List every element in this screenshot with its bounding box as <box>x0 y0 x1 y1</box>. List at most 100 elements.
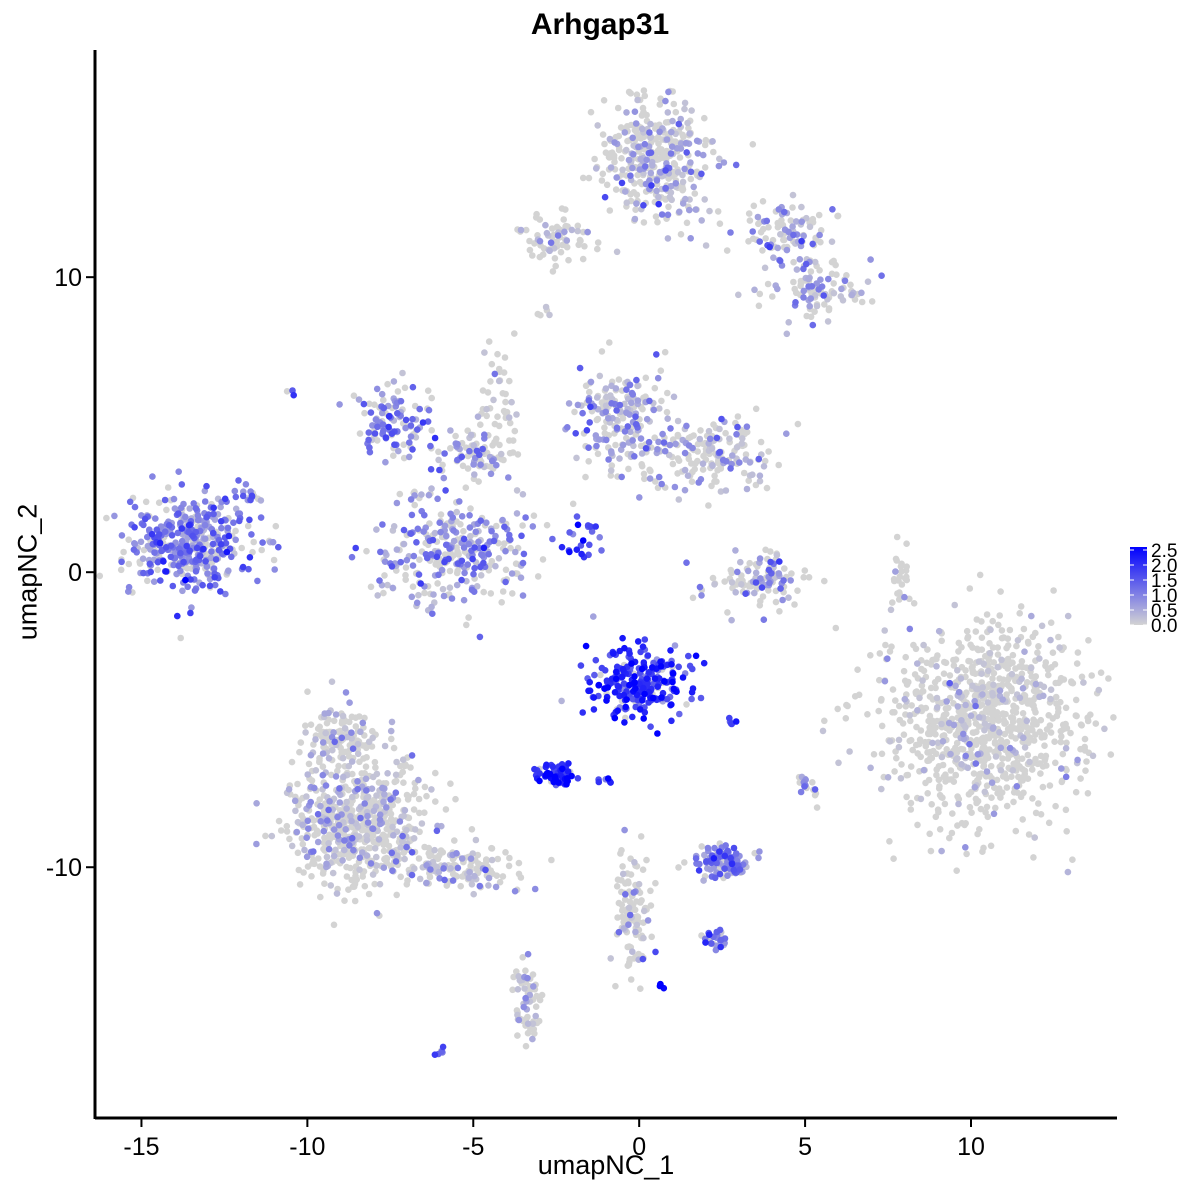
cell-point <box>612 982 619 990</box>
cell-point <box>496 441 503 449</box>
cell-point <box>636 178 644 186</box>
cell-point <box>421 809 428 816</box>
cell-point <box>637 648 644 656</box>
cell-point <box>1009 767 1017 774</box>
cell-point <box>854 666 861 673</box>
cell-point <box>991 699 999 706</box>
cell-point <box>631 215 639 223</box>
cell-point <box>248 492 256 500</box>
cell-point <box>441 876 448 884</box>
cell-point <box>442 487 449 494</box>
cell-point <box>938 847 945 855</box>
cell-point <box>726 435 733 443</box>
cell-point <box>182 576 189 584</box>
cell-point <box>654 446 661 453</box>
cell-point <box>821 301 828 308</box>
cell-point <box>341 897 348 904</box>
cell-point <box>415 855 423 862</box>
cell-point <box>1022 695 1029 703</box>
cell-point <box>356 430 364 437</box>
cell-point <box>709 138 716 145</box>
cell-point <box>983 782 991 789</box>
cell-point <box>1092 720 1100 727</box>
cell-point <box>268 832 276 840</box>
cell-point <box>702 939 709 946</box>
cell-point <box>611 689 619 696</box>
cell-point <box>886 738 894 745</box>
cell-point <box>893 533 901 541</box>
cell-point <box>162 544 170 551</box>
cell-point <box>239 563 247 571</box>
cell-point <box>755 302 763 310</box>
cell-point <box>776 608 783 615</box>
cell-point <box>487 378 494 385</box>
cell-point <box>661 447 669 455</box>
cell-point <box>317 818 325 825</box>
cell-point <box>336 785 343 792</box>
cell-point <box>167 553 175 561</box>
cell-point <box>141 515 149 523</box>
cell-point <box>397 844 404 851</box>
cell-point <box>788 570 795 577</box>
cell-point <box>1069 856 1076 863</box>
cell-point <box>366 400 373 408</box>
cell-point <box>732 547 739 554</box>
cell-point <box>520 550 528 558</box>
cell-point <box>978 634 986 641</box>
cell-point <box>357 814 364 822</box>
cell-point <box>607 164 615 171</box>
cell-point <box>780 236 788 244</box>
cell-point <box>485 882 492 889</box>
cell-point <box>655 193 662 201</box>
cell-point <box>669 117 676 125</box>
cell-point <box>662 184 669 192</box>
cell-point <box>606 339 613 346</box>
cell-point <box>639 955 647 963</box>
cell-point <box>976 571 984 579</box>
cell-point <box>800 574 807 581</box>
cell-point <box>250 538 257 546</box>
cell-point <box>884 774 892 781</box>
cell-point <box>695 479 702 486</box>
cell-point <box>211 581 219 589</box>
cell-point <box>591 155 598 163</box>
cell-point <box>677 140 685 147</box>
cell-point <box>991 738 999 746</box>
cell-point <box>294 849 302 857</box>
cell-point <box>754 213 762 221</box>
cell-point <box>680 133 687 141</box>
cell-point <box>806 223 814 231</box>
cell-point <box>483 412 491 420</box>
cell-point <box>413 539 420 546</box>
cell-point <box>374 592 382 599</box>
cell-point <box>901 593 908 601</box>
cell-point <box>391 778 399 786</box>
cell-point <box>907 736 915 744</box>
cell-point <box>454 440 461 448</box>
cell-point <box>685 442 693 449</box>
cell-point <box>697 694 705 702</box>
cell-point <box>696 435 704 443</box>
cell-point <box>946 672 954 679</box>
cell-point <box>975 774 983 781</box>
cell-point <box>154 566 161 574</box>
cell-point <box>548 225 556 232</box>
cell-point <box>830 289 838 297</box>
cell-point <box>450 552 457 559</box>
cell-point <box>765 224 772 231</box>
cell-point <box>629 695 637 703</box>
cell-point <box>598 664 606 672</box>
cell-point <box>460 544 468 551</box>
cell-point <box>878 785 885 793</box>
cell-point <box>586 541 593 549</box>
cell-point <box>744 567 752 575</box>
cell-point <box>557 248 565 256</box>
cell-point <box>399 832 406 840</box>
cell-point <box>789 204 796 211</box>
cell-point <box>618 847 625 854</box>
cell-point <box>396 490 404 498</box>
cell-point <box>277 827 285 834</box>
cell-point <box>952 682 959 690</box>
cell-point <box>896 702 903 710</box>
